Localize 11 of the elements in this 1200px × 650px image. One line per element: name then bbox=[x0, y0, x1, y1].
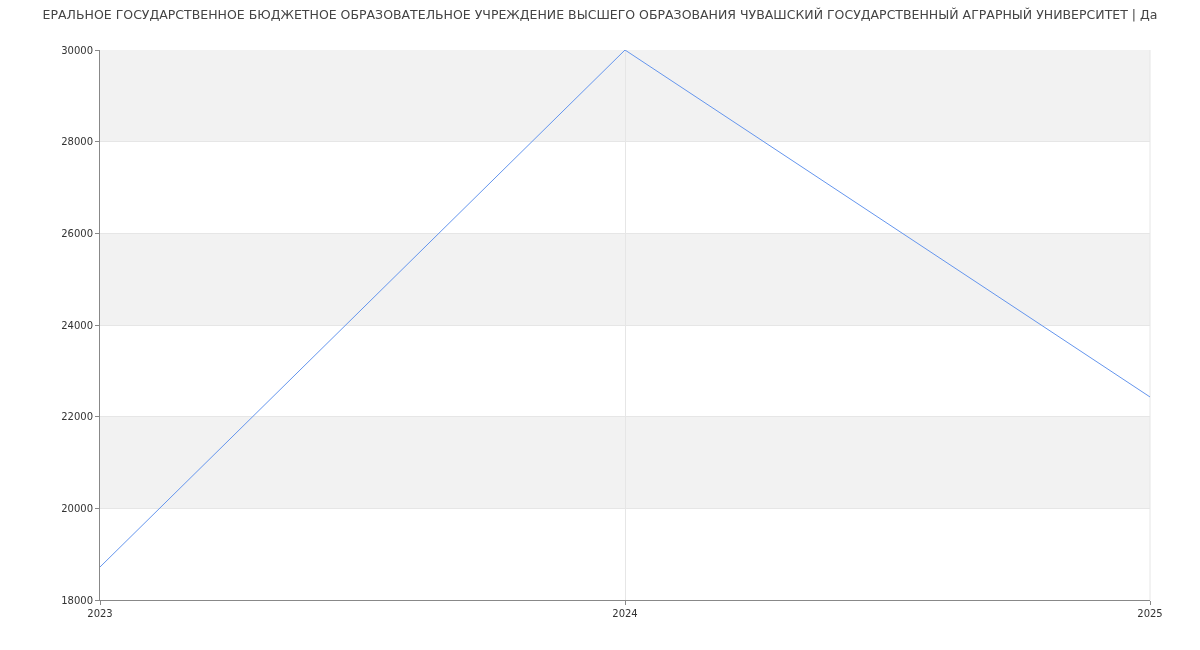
chart-title: ЕРАЛЬНОЕ ГОСУДАРСТВЕННОЕ БЮДЖЕТНОЕ ОБРАЗОВАТЕЛЬНОЕ УЧРЕЖДЕНИЕ ВЫСШЕГО ОБРАЗОВАНИЯ ЧУВАШСКИЙ ГОСУДАРСТВЕННЫЙ АГРАРНЫЙ УНИВЕРСИТЕТ | Да bbox=[42, 6, 1158, 22]
y-tick-label: 20000 bbox=[61, 502, 93, 514]
y-tick-label: 18000 bbox=[61, 594, 93, 606]
y-tick-label: 28000 bbox=[61, 136, 93, 148]
x-tick-label: 2023 bbox=[87, 608, 113, 619]
y-tick-label: 24000 bbox=[61, 319, 93, 331]
y-tick-label: 26000 bbox=[61, 227, 93, 239]
y-tick-label: 22000 bbox=[61, 411, 93, 423]
x-tick-label: 2025 bbox=[1137, 608, 1163, 619]
y-tick-label: 30000 bbox=[61, 44, 93, 56]
x-tick-label: 2024 bbox=[612, 608, 638, 619]
